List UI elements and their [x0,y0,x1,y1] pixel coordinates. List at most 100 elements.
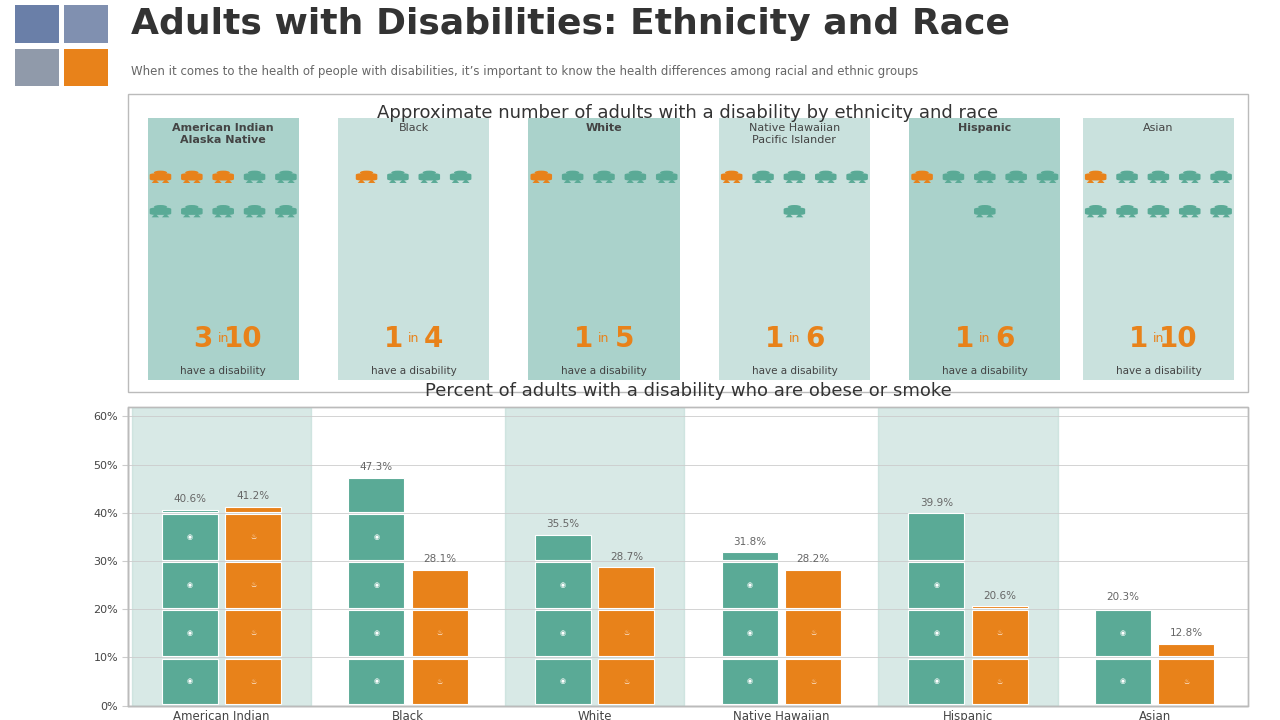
Polygon shape [577,176,582,179]
Polygon shape [1117,210,1121,213]
Text: 1: 1 [764,325,783,353]
Polygon shape [1180,210,1184,213]
FancyBboxPatch shape [212,207,234,215]
Polygon shape [165,210,170,213]
Text: Hispanic: Hispanic [959,124,1011,133]
Polygon shape [183,179,191,183]
Text: 6: 6 [805,325,824,353]
Ellipse shape [819,171,832,174]
Ellipse shape [756,171,769,174]
Text: ◉: ◉ [933,582,940,588]
Text: 10: 10 [1160,325,1198,353]
FancyBboxPatch shape [275,174,297,181]
Bar [535,534,591,560]
Text: American Indian
Alaska Native: American Indian Alaska Native [173,124,274,145]
FancyBboxPatch shape [753,174,774,181]
Polygon shape [975,213,983,217]
Text: ◉: ◉ [374,678,379,685]
Polygon shape [658,179,666,183]
FancyBboxPatch shape [974,174,996,181]
Ellipse shape [660,171,673,174]
Bar [722,552,777,560]
Polygon shape [1181,213,1188,217]
FancyBboxPatch shape [419,174,440,181]
Bar [132,407,311,706]
Polygon shape [356,176,361,179]
Polygon shape [800,210,805,213]
Polygon shape [1192,179,1198,183]
Polygon shape [193,213,201,217]
Ellipse shape [186,205,198,209]
Polygon shape [1097,179,1105,183]
Polygon shape [260,210,265,213]
Text: ◉: ◉ [746,582,753,588]
Text: ◉: ◉ [187,582,193,588]
Polygon shape [955,179,963,183]
Text: ◉: ◉ [559,630,566,636]
Bar [348,562,404,608]
Polygon shape [288,179,294,183]
FancyBboxPatch shape [180,174,202,181]
Polygon shape [419,176,424,179]
Polygon shape [225,213,232,217]
FancyBboxPatch shape [783,207,805,215]
Polygon shape [1101,210,1106,213]
Bar [909,659,964,704]
Bar [878,407,1057,706]
Ellipse shape [978,205,992,209]
Bar [161,611,218,656]
Polygon shape [291,176,296,179]
Text: 39.9%: 39.9% [920,498,952,508]
Polygon shape [989,176,995,179]
Bar [1083,117,1234,380]
Polygon shape [1180,176,1184,179]
Text: in: in [408,332,420,345]
Polygon shape [466,176,471,179]
Polygon shape [150,210,155,213]
Polygon shape [531,176,536,179]
Ellipse shape [454,171,467,174]
Polygon shape [151,179,159,183]
Ellipse shape [850,171,864,174]
Text: 5: 5 [614,325,634,353]
Polygon shape [547,176,552,179]
Text: 10: 10 [224,325,262,353]
FancyBboxPatch shape [1085,174,1106,181]
Polygon shape [849,179,855,183]
Ellipse shape [1120,171,1134,174]
Polygon shape [575,179,581,183]
FancyBboxPatch shape [562,174,584,181]
Bar [225,507,282,512]
Bar [599,611,654,656]
Polygon shape [399,179,407,183]
Polygon shape [1087,213,1094,217]
Text: ♨: ♨ [623,630,630,636]
Bar [719,117,870,380]
Ellipse shape [1089,171,1102,174]
Polygon shape [246,179,253,183]
Text: 20.3%: 20.3% [1106,592,1139,602]
Ellipse shape [1041,171,1055,174]
Polygon shape [246,213,253,217]
Ellipse shape [154,205,168,209]
Text: 6: 6 [996,325,1015,353]
Text: 31.8%: 31.8% [733,536,767,546]
Text: ◉: ◉ [187,678,193,685]
Text: ◉: ◉ [933,678,940,685]
FancyBboxPatch shape [1211,174,1231,181]
Polygon shape [212,176,218,179]
Polygon shape [753,176,758,179]
Polygon shape [827,179,835,183]
Text: ♨: ♨ [436,630,443,636]
Ellipse shape [279,205,293,209]
Polygon shape [815,176,820,179]
FancyBboxPatch shape [150,174,172,181]
Bar [348,514,404,560]
Text: ♨: ♨ [810,630,817,636]
Text: 28.7%: 28.7% [609,552,643,562]
Bar [348,659,404,704]
Text: Approximate number of adults with a disability by ethnicity and race: Approximate number of adults with a disa… [378,104,998,122]
Ellipse shape [1215,205,1228,209]
Polygon shape [796,213,804,217]
Ellipse shape [1152,205,1165,209]
